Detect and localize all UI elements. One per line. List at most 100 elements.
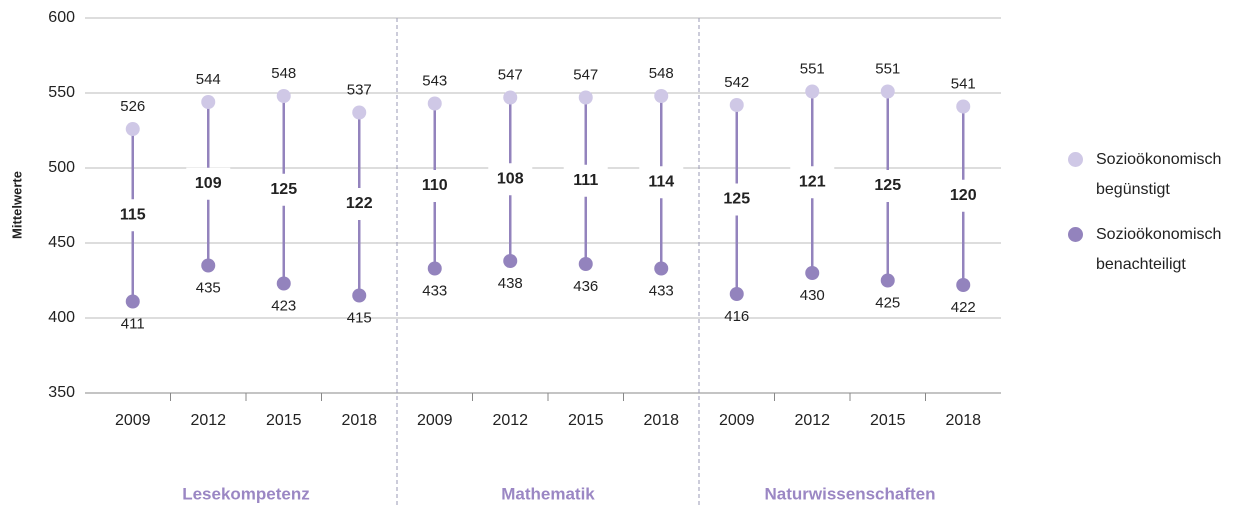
gap-label: 125	[723, 191, 750, 208]
value-label-low: 433	[422, 282, 447, 299]
gap-label: 122	[346, 195, 373, 212]
x-tick-label: 2018	[945, 412, 981, 429]
group-label: Naturwissenschaften	[765, 484, 936, 503]
point-low	[654, 261, 669, 276]
gap-label: 120	[950, 187, 977, 204]
value-label-high: 547	[573, 66, 598, 83]
value-label-low: 415	[347, 309, 372, 326]
gap-label: 109	[195, 175, 222, 192]
point-high	[880, 84, 895, 99]
value-label-low: 438	[498, 275, 523, 292]
value-label-high: 537	[347, 81, 372, 98]
point-low	[880, 273, 895, 288]
gap-label: 110	[422, 177, 448, 194]
point-high	[276, 89, 291, 103]
point-high	[654, 89, 669, 103]
y-tick-label: 600	[48, 9, 75, 26]
point-high	[125, 122, 140, 136]
value-label-low: 423	[271, 297, 296, 314]
x-tick-label: 2018	[643, 412, 679, 429]
point-low	[729, 287, 744, 301]
value-label-high: 551	[875, 60, 900, 77]
x-tick-label: 2009	[719, 412, 755, 429]
point-low	[427, 261, 442, 276]
gap-label-bg	[488, 163, 533, 196]
gap-label-bg	[639, 166, 684, 199]
point-high	[503, 90, 518, 105]
value-label-high: 548	[271, 65, 296, 82]
gap-label-bg	[941, 179, 986, 212]
point-high	[352, 105, 367, 120]
gap-label: 115	[120, 206, 146, 223]
y-tick-label: 400	[48, 309, 75, 326]
value-label-low: 433	[649, 282, 674, 299]
gap-label-bg	[186, 167, 231, 200]
gap-label: 114	[648, 173, 674, 190]
value-label-low: 430	[800, 287, 825, 304]
point-low	[276, 276, 291, 291]
y-axis-label: Mittelwerte	[9, 171, 24, 239]
gap-label: 121	[799, 173, 826, 190]
y-tick-label: 350	[48, 384, 75, 401]
point-high	[201, 95, 216, 109]
x-tick-label: 2015	[870, 412, 906, 429]
value-label-low: 435	[196, 279, 221, 296]
gap-label: 125	[270, 181, 297, 198]
x-tick-label: 2012	[492, 412, 528, 429]
value-label-high: 543	[422, 72, 447, 89]
value-label-low: 425	[875, 294, 900, 311]
point-high	[729, 98, 744, 112]
value-label-high: 548	[649, 65, 674, 82]
gap-label-bg	[563, 164, 608, 197]
gap-label-bg	[261, 173, 306, 206]
point-low	[578, 257, 593, 271]
x-tick-label: 2009	[115, 412, 151, 429]
value-label-high: 542	[724, 74, 749, 91]
gap-label-bg	[110, 199, 155, 232]
gap-label-bg	[865, 170, 910, 202]
value-label-high: 544	[196, 71, 221, 88]
legend-label: Sozioökonomisch benachteiligt	[1096, 226, 1222, 273]
gap-label-bg	[714, 183, 759, 216]
value-label-low: 436	[573, 278, 598, 295]
gap-label-bg	[790, 166, 835, 199]
gap-label-bg	[337, 188, 382, 220]
value-label-low: 411	[121, 315, 145, 332]
point-high	[427, 96, 442, 111]
point-low	[201, 258, 216, 273]
gap-label: 108	[497, 170, 524, 187]
group-label: Lesekompetenz	[182, 484, 310, 503]
gap-label-bg	[412, 170, 457, 202]
x-tick-label: 2012	[190, 412, 226, 429]
point-low	[956, 278, 971, 292]
value-label-low: 416	[724, 308, 749, 325]
x-tick-label: 2015	[568, 412, 604, 429]
point-low	[503, 254, 518, 268]
value-label-high: 547	[498, 66, 523, 83]
y-tick-label: 500	[48, 159, 75, 176]
gap-label: 111	[573, 172, 598, 189]
legend-swatch	[1068, 152, 1083, 167]
value-label-low: 422	[951, 299, 976, 316]
point-high	[956, 99, 971, 114]
x-tick-label: 2012	[794, 412, 830, 429]
group-label: Mathematik	[501, 484, 595, 503]
point-low	[352, 288, 367, 303]
x-tick-label: 2018	[341, 412, 377, 429]
x-tick-label: 2009	[417, 412, 453, 429]
value-label-high: 551	[800, 60, 825, 77]
gap-label: 125	[874, 177, 901, 194]
point-high	[578, 90, 593, 105]
y-tick-label: 450	[48, 234, 75, 251]
point-high	[805, 84, 820, 99]
point-low	[805, 266, 820, 280]
value-label-high: 541	[951, 75, 976, 92]
value-label-high: 526	[120, 98, 145, 115]
y-tick-label: 550	[48, 84, 75, 101]
x-tick-label: 2015	[266, 412, 302, 429]
legend-label: Sozioökonomisch begünstigt	[1096, 151, 1222, 198]
point-low	[125, 294, 140, 309]
legend-swatch	[1068, 227, 1083, 242]
